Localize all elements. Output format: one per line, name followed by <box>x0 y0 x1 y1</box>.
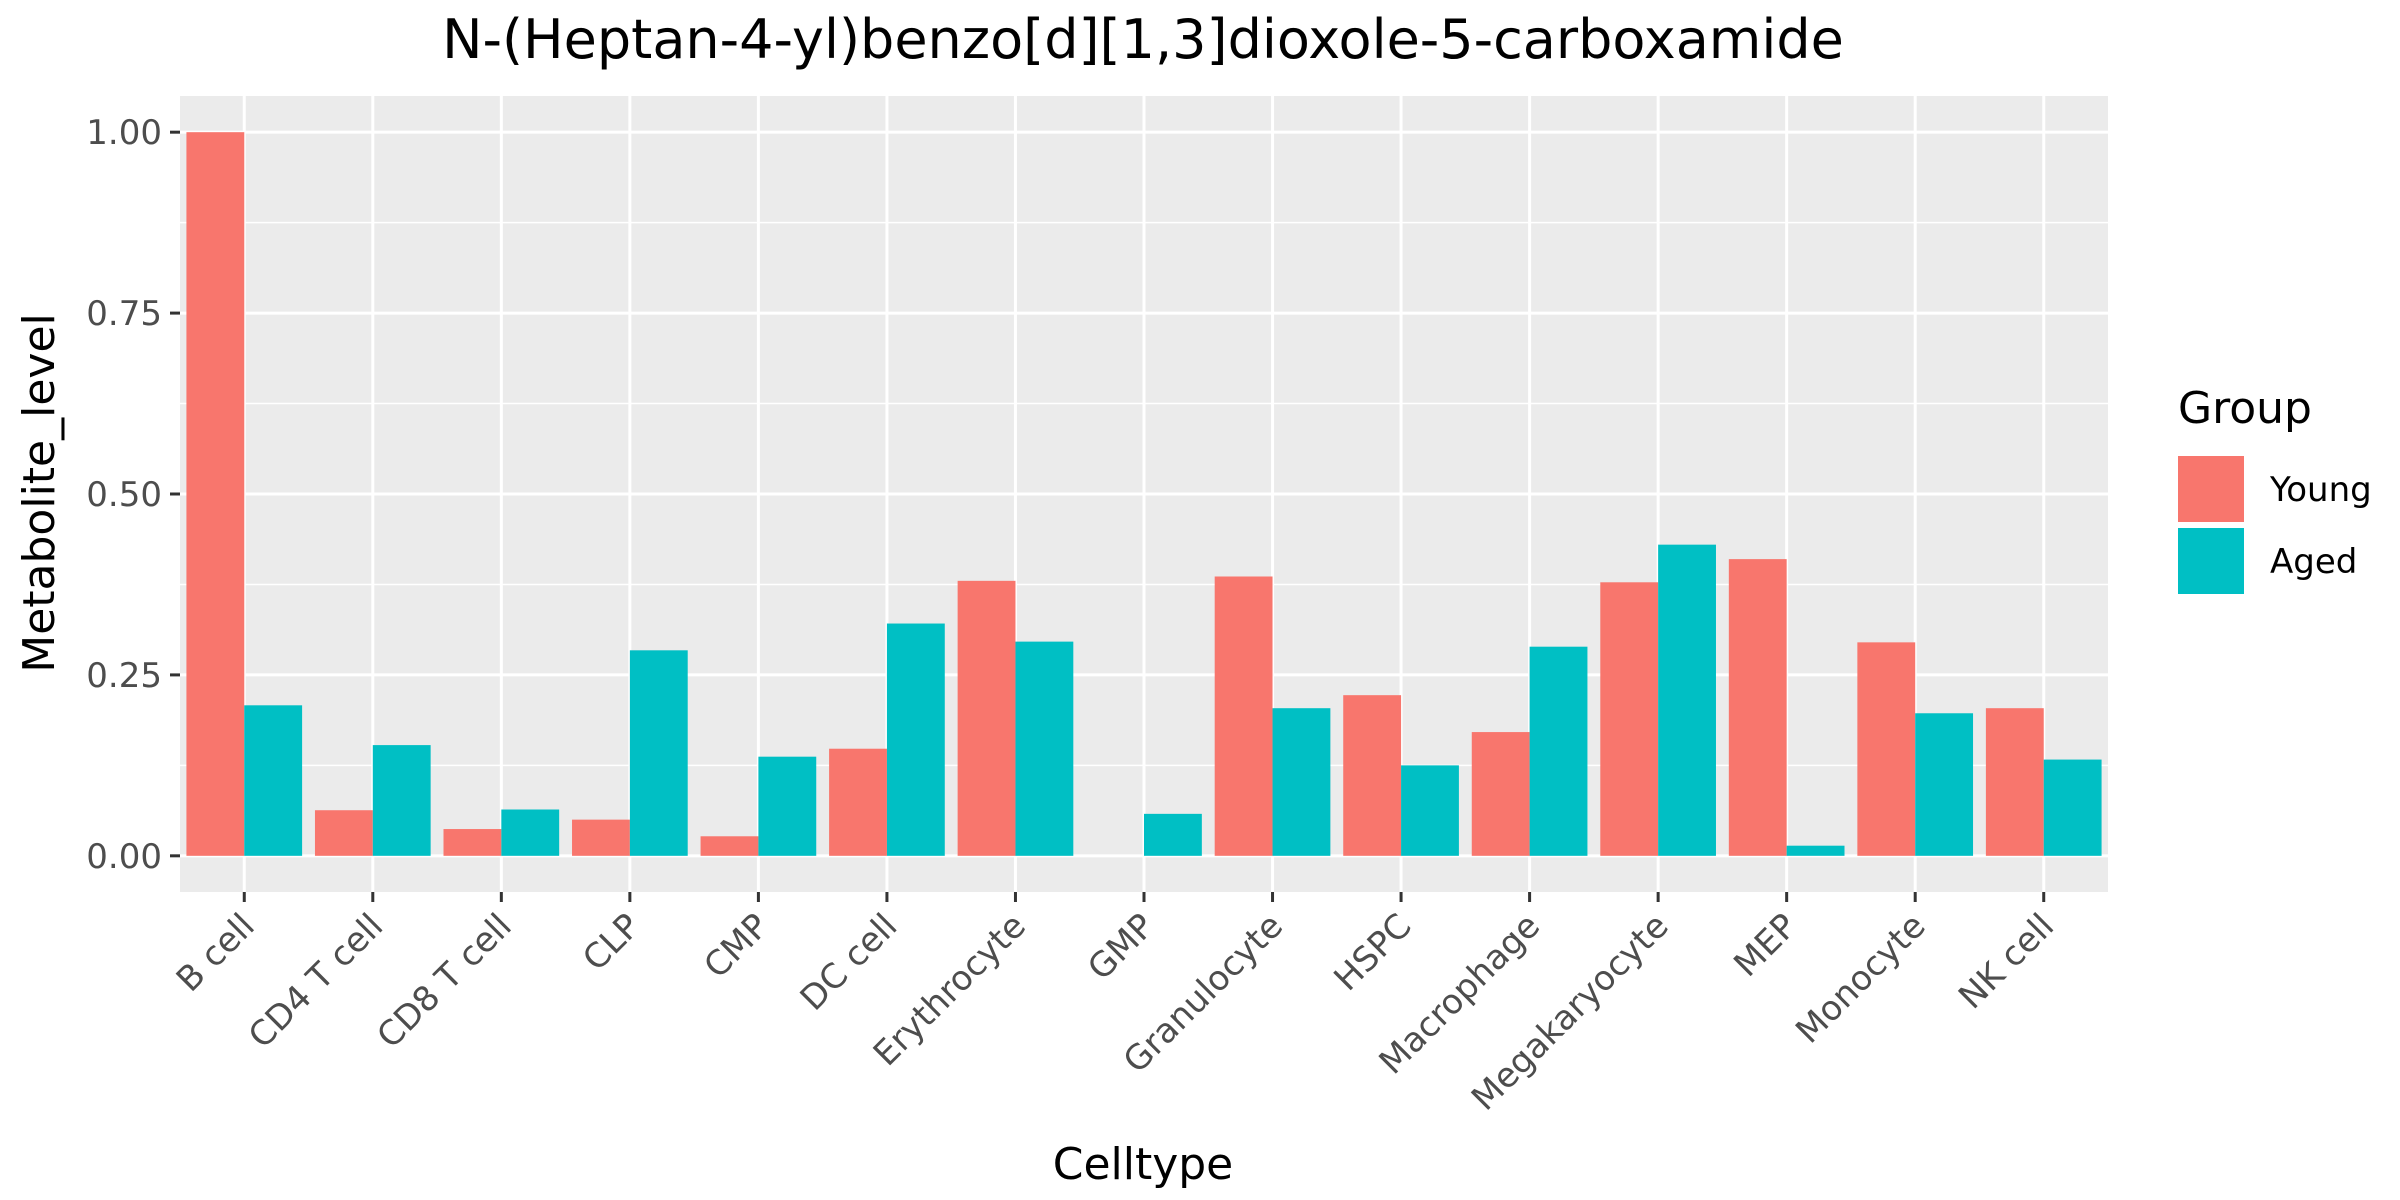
bar-aged-nk-cell <box>2043 759 2102 856</box>
x-tick-label: DC cell <box>793 906 906 1019</box>
legend-label-young: Young <box>2269 470 2372 510</box>
bar-young-monocyte <box>1857 642 1916 856</box>
bar-aged-cd8-t-cell <box>501 809 560 856</box>
y-axis-title: Metabolite_level <box>14 313 65 673</box>
bar-young-hspc <box>1343 695 1402 856</box>
legend-title: Group <box>2178 383 2312 434</box>
x-tick-label: GMP <box>1080 906 1162 988</box>
bar-aged-cmp <box>758 756 817 856</box>
bar-young-cmp <box>700 836 759 856</box>
bar-aged-macrophage <box>1529 646 1588 856</box>
legend-swatch-aged <box>2178 528 2244 594</box>
bar-aged-granulocyte <box>1272 708 1331 856</box>
x-tick-label: MEP <box>1726 906 1805 985</box>
chart-title: N-(Heptan-4-yl)benzo[d][1,3]dioxole-5-ca… <box>442 8 1844 71</box>
y-tick-label: 1.00 <box>86 113 162 153</box>
bar-aged-cd4-t-cell <box>372 745 431 856</box>
bar-aged-gmp <box>1144 813 1202 856</box>
x-tick-label: CD8 T cell <box>369 906 519 1056</box>
legend-swatch-young <box>2178 456 2244 522</box>
y-tick-label: 0.00 <box>86 837 162 877</box>
bar-aged-dc-cell <box>886 623 945 856</box>
y-tick-label: 0.75 <box>86 294 162 334</box>
legend-label-aged: Aged <box>2270 542 2357 582</box>
bar-aged-erythrocyte <box>1015 641 1074 856</box>
bar-young-mep <box>1728 559 1787 856</box>
bar-young-dc-cell <box>829 748 887 856</box>
x-tick-label: CD4 T cell <box>241 906 391 1056</box>
bar-young-nk-cell <box>1985 708 2044 856</box>
bar-young-b-cell <box>186 132 245 856</box>
bar-aged-monocyte <box>1915 713 1974 856</box>
bar-aged-hspc <box>1401 765 1459 856</box>
bar-aged-megakaryocyte <box>1658 544 1716 856</box>
bar-aged-mep <box>1786 845 1845 856</box>
bar-young-granulocyte <box>1214 576 1273 856</box>
x-axis-title: Celltype <box>1053 1139 1234 1190</box>
y-axis: 0.00 0.25 0.50 0.75 1.00 <box>86 113 180 877</box>
plot-panel <box>180 96 2108 892</box>
bar-young-megakaryocyte <box>1600 582 1659 856</box>
x-tick-label: CMP <box>696 906 776 986</box>
x-tick-label: HSPC <box>1327 906 1420 999</box>
bar-young-macrophage <box>1471 732 1530 856</box>
x-tick-label: B cell <box>169 906 263 1000</box>
bar-young-erythrocyte <box>957 580 1016 856</box>
bar-young-cd4-t-cell <box>314 810 373 856</box>
bar-aged-b-cell <box>244 705 303 856</box>
bar-young-cd8-t-cell <box>443 829 502 856</box>
x-tick-label: Monocyte <box>1788 906 1933 1051</box>
bar-young-clp <box>572 819 630 856</box>
y-tick-label: 0.50 <box>86 475 162 515</box>
x-tick-label: CLP <box>575 906 648 979</box>
x-tick-label: NK cell <box>1951 906 2062 1017</box>
y-tick-label: 0.25 <box>86 656 162 696</box>
bar-aged-clp <box>629 650 688 856</box>
legend: Group Young Aged <box>2178 383 2372 594</box>
